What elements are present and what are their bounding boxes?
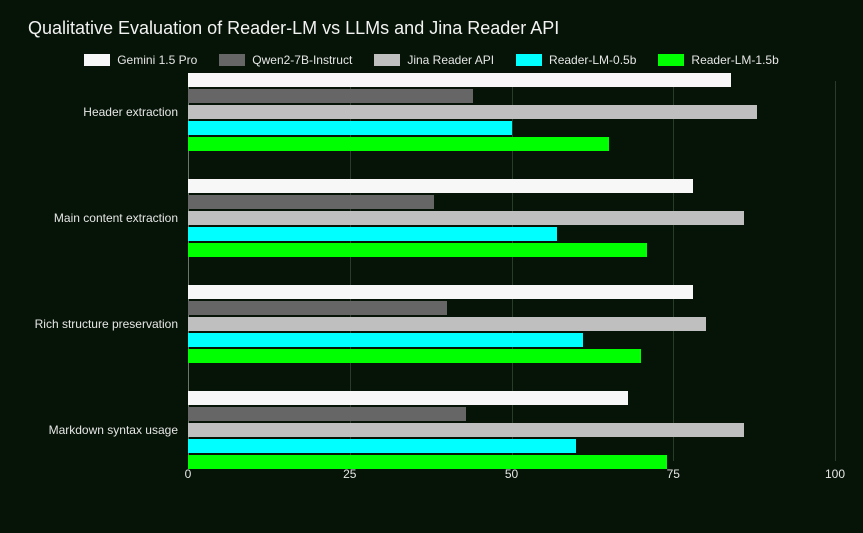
x-tick-label: 25	[343, 467, 356, 481]
bar	[188, 349, 641, 363]
bar	[188, 285, 693, 299]
legend-label: Jina Reader API	[407, 53, 494, 67]
legend-item: Jina Reader API	[374, 53, 494, 67]
legend: Gemini 1.5 Pro Qwen2-7B-Instruct Jina Re…	[28, 53, 835, 67]
y-axis-labels: Header extraction Main content extractio…	[28, 81, 188, 481]
bar	[188, 179, 693, 193]
legend-label: Reader-LM-1.5b	[691, 53, 778, 67]
y-axis-label: Main content extraction	[54, 211, 178, 225]
x-tick-label: 50	[505, 467, 518, 481]
bar	[188, 211, 744, 225]
legend-item: Gemini 1.5 Pro	[84, 53, 197, 67]
legend-swatch	[658, 54, 684, 66]
plot-wrap: Header extraction Main content extractio…	[28, 81, 835, 481]
grid-line	[835, 81, 836, 461]
bar	[188, 391, 628, 405]
grid-line	[673, 81, 674, 461]
legend-swatch	[516, 54, 542, 66]
plot-area: 0255075100	[188, 81, 835, 481]
legend-swatch	[374, 54, 400, 66]
legend-label: Reader-LM-0.5b	[549, 53, 636, 67]
y-axis-label: Markdown syntax usage	[49, 423, 178, 437]
bar	[188, 227, 557, 241]
legend-swatch	[219, 54, 245, 66]
bar	[188, 439, 576, 453]
x-tick-label: 75	[667, 467, 680, 481]
bar	[188, 407, 466, 421]
x-tick-label: 100	[825, 467, 845, 481]
y-axis-label: Rich structure preservation	[35, 317, 178, 331]
x-tick-label: 0	[185, 467, 192, 481]
bar	[188, 301, 447, 315]
chart-container: Qualitative Evaluation of Reader-LM vs L…	[0, 0, 863, 533]
bar	[188, 195, 434, 209]
bar	[188, 333, 583, 347]
bar	[188, 89, 473, 103]
bar	[188, 73, 731, 87]
legend-item: Reader-LM-1.5b	[658, 53, 778, 67]
x-axis: 0255075100	[188, 461, 835, 481]
bar	[188, 317, 706, 331]
y-axis-label: Header extraction	[83, 105, 178, 119]
legend-swatch	[84, 54, 110, 66]
chart-title: Qualitative Evaluation of Reader-LM vs L…	[28, 18, 835, 39]
bar	[188, 121, 512, 135]
legend-label: Gemini 1.5 Pro	[117, 53, 197, 67]
bar	[188, 137, 609, 151]
plot-inner	[188, 81, 835, 461]
legend-label: Qwen2-7B-Instruct	[252, 53, 352, 67]
legend-item: Qwen2-7B-Instruct	[219, 53, 352, 67]
bar	[188, 105, 757, 119]
bar	[188, 243, 647, 257]
legend-item: Reader-LM-0.5b	[516, 53, 636, 67]
bar	[188, 423, 744, 437]
